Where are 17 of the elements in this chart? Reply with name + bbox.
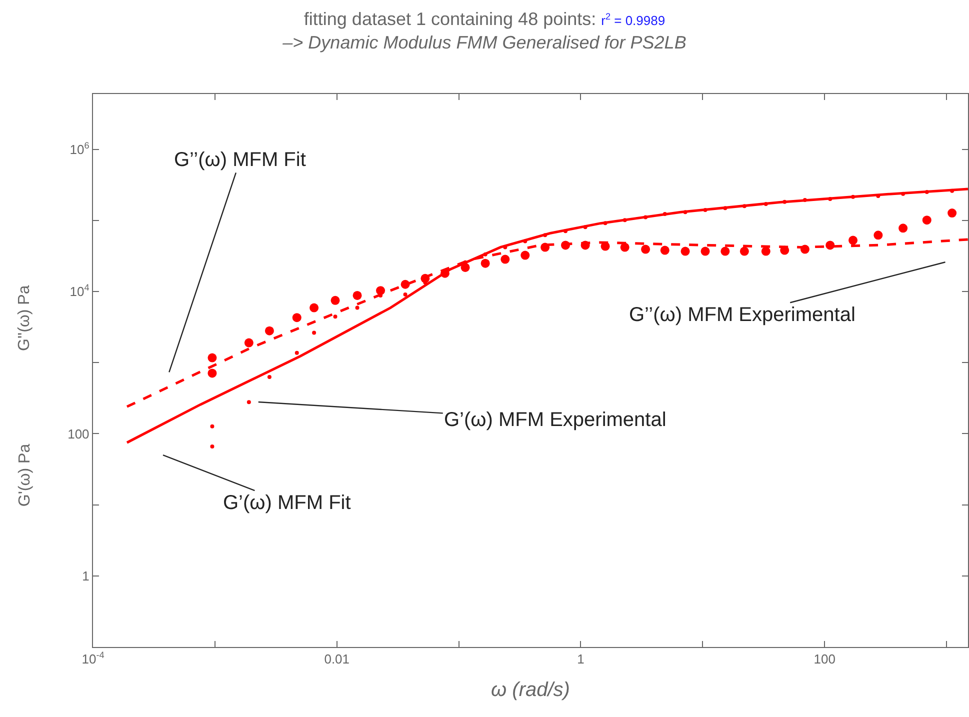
annotation: G’(ω) MFM Fit: [223, 492, 352, 514]
x-axis-title: ω (rad/s): [491, 679, 570, 702]
y-tick-label: 10$^{6}$: [70, 140, 90, 157]
y-axis-title: G'(ω) Pa: [16, 444, 34, 507]
y-tick-label: 100: [68, 426, 90, 442]
x-tick-label: 0.01: [324, 652, 350, 667]
chart-title: fitting dataset 1 containing 48 points: r$^{2}$ = 0.9989: [304, 9, 666, 30]
annotation: G’(ω) MFM Experimental: [444, 409, 666, 431]
text: G''(ω) Pa: [16, 285, 34, 351]
x-tick-label: 100: [814, 652, 836, 667]
x-tick-label: 1: [577, 652, 584, 667]
y-tick-label: 10$^{4}$: [70, 282, 90, 300]
chart-subtitle: –> Dynamic Modulus FMM Generalised for PS2LB: [282, 32, 686, 52]
annotation: G’’(ω) MFM Experimental: [629, 304, 856, 326]
annotation: G’’(ω) MFM Fit: [174, 149, 306, 171]
x-tick-label: 10$^{-4}$: [82, 650, 104, 667]
y-tick-label: 1: [82, 568, 90, 584]
